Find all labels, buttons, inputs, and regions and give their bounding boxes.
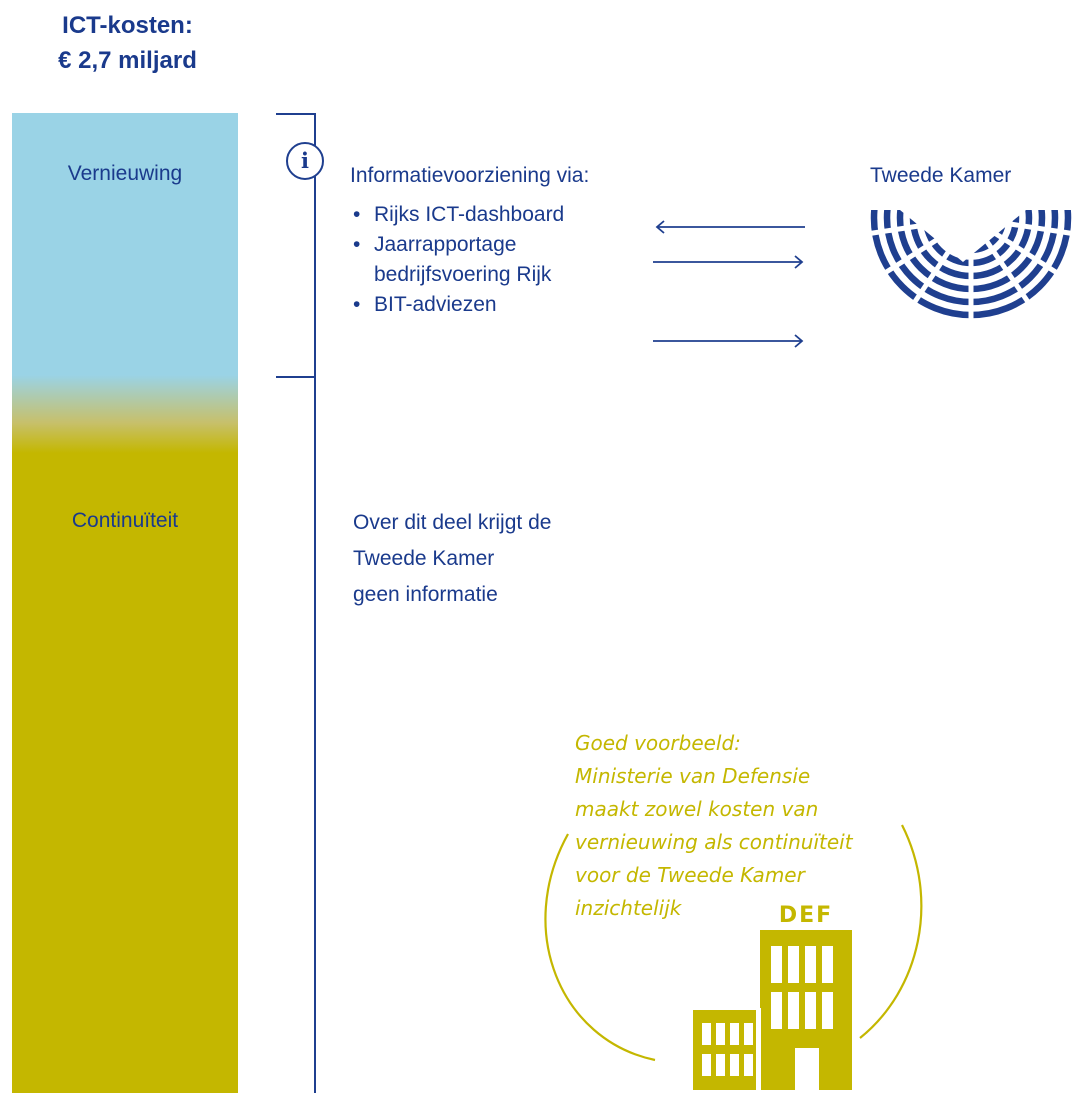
- title-line-1: ICT-kosten:: [62, 12, 193, 39]
- page-title: ICT-kosten: € 2,7 miljard: [0, 8, 255, 78]
- info-heading: Informatievoorziening via:: [350, 164, 590, 187]
- info-icon: i: [286, 142, 324, 180]
- parliament-icon: [859, 210, 1076, 345]
- divider-line: [314, 113, 316, 1093]
- bracket-top: [276, 113, 316, 115]
- example-arcs: [544, 824, 923, 1062]
- example-line: voor de Tweede Kamer: [575, 863, 805, 887]
- list-item: BIT-adviezen: [353, 290, 564, 320]
- continuiteit-label: Continuïteit: [71, 509, 179, 532]
- info-list: Rijks ICT-dashboard Jaarrapportage bedri…: [353, 200, 564, 320]
- no-info-line: Tweede Kamer: [353, 547, 495, 570]
- building-icon: DEF: [693, 903, 852, 1093]
- list-item-continuation-text: bedrijfsvoering Rijk: [374, 263, 552, 286]
- vernieuwing-label: Vernieuwing: [67, 162, 183, 185]
- cost-bar: [12, 113, 238, 1093]
- arrow-right-icon: [653, 255, 804, 269]
- example-line: maakt zowel kosten van: [575, 797, 819, 821]
- bracket-bottom: [276, 376, 316, 378]
- building-sign: DEF: [779, 903, 833, 928]
- arrow-right-icon: [653, 334, 804, 348]
- example-line: vernieuwing als continuïteit: [575, 830, 853, 854]
- arrow-left-icon: [655, 220, 805, 234]
- no-info-text: Over dit deel krijgt de Tweede Kamer gee…: [353, 505, 551, 613]
- no-info-line: geen informatie: [353, 583, 498, 606]
- no-info-line: Over dit deel krijgt de: [353, 511, 552, 534]
- tweede-kamer-label: Tweede Kamer: [870, 164, 1012, 187]
- list-item: Rijks ICT-dashboard: [353, 200, 564, 230]
- example-line: Ministerie van Defensie: [575, 764, 811, 788]
- example-line: inzichtelijk: [575, 896, 682, 920]
- list-item-continuation: bedrijfsvoering Rijk: [353, 260, 564, 290]
- example-text: Goed voorbeeld: Ministerie van Defensie …: [575, 727, 853, 925]
- list-item: Jaarrapportage: [353, 230, 564, 260]
- example-line: Goed voorbeeld:: [575, 731, 741, 755]
- title-line-2: € 2,7 miljard: [58, 47, 197, 74]
